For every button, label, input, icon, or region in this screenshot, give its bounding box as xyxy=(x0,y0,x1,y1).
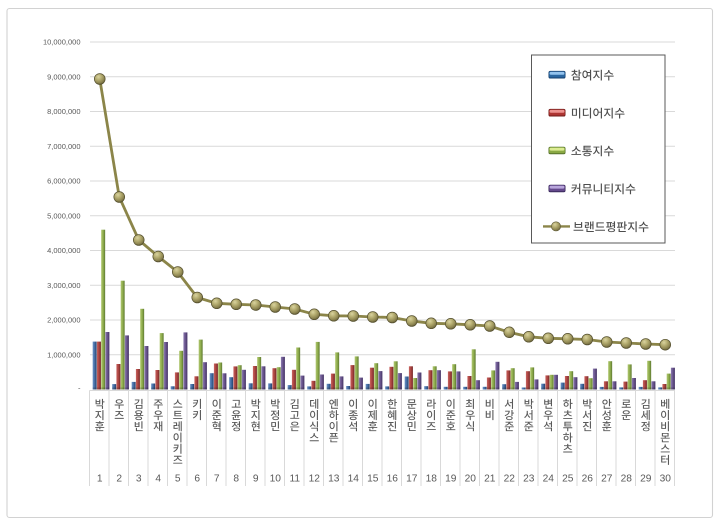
svg-text:21: 21 xyxy=(484,474,496,485)
svg-text:2: 2 xyxy=(116,474,122,485)
svg-text:3,000,000: 3,000,000 xyxy=(47,281,80,290)
svg-text:19: 19 xyxy=(445,474,457,485)
svg-text:12: 12 xyxy=(309,474,321,485)
svg-text:5: 5 xyxy=(175,474,181,485)
svg-text:1,000,000: 1,000,000 xyxy=(47,350,80,359)
svg-text:22: 22 xyxy=(504,474,516,485)
svg-text:23: 23 xyxy=(523,474,535,485)
svg-text:11: 11 xyxy=(289,474,300,485)
svg-text:4,000,000: 4,000,000 xyxy=(47,246,80,255)
svg-text:7: 7 xyxy=(214,474,220,485)
svg-text:26: 26 xyxy=(582,474,594,485)
svg-text:8,000,000: 8,000,000 xyxy=(47,107,80,116)
svg-text:5,000,000: 5,000,000 xyxy=(47,211,80,220)
svg-text:8: 8 xyxy=(233,474,239,485)
svg-text:1: 1 xyxy=(97,474,103,485)
svg-text:2,000,000: 2,000,000 xyxy=(47,316,80,325)
svg-text:24: 24 xyxy=(543,474,555,485)
svg-text:29: 29 xyxy=(640,474,652,485)
svg-text:7,000,000: 7,000,000 xyxy=(47,142,80,151)
svg-text:25: 25 xyxy=(562,474,574,485)
svg-text:10,000,000: 10,000,000 xyxy=(43,38,81,47)
svg-text:9: 9 xyxy=(253,474,259,485)
svg-text:9,000,000: 9,000,000 xyxy=(47,72,80,81)
svg-text:6,000,000: 6,000,000 xyxy=(47,177,80,186)
svg-text:16: 16 xyxy=(387,474,399,485)
svg-text:13: 13 xyxy=(328,474,340,485)
svg-text:17: 17 xyxy=(406,474,418,485)
svg-text:3: 3 xyxy=(136,474,142,485)
svg-text:4: 4 xyxy=(155,474,161,485)
svg-text:18: 18 xyxy=(426,474,438,485)
svg-text:28: 28 xyxy=(621,474,633,485)
svg-text:14: 14 xyxy=(348,474,360,485)
svg-text:20: 20 xyxy=(465,474,477,485)
svg-text:30: 30 xyxy=(660,474,672,485)
svg-text:-: - xyxy=(78,384,81,393)
svg-text:27: 27 xyxy=(601,474,613,485)
svg-text:15: 15 xyxy=(367,474,379,485)
svg-text:10: 10 xyxy=(270,474,282,485)
svg-text:6: 6 xyxy=(194,474,200,485)
